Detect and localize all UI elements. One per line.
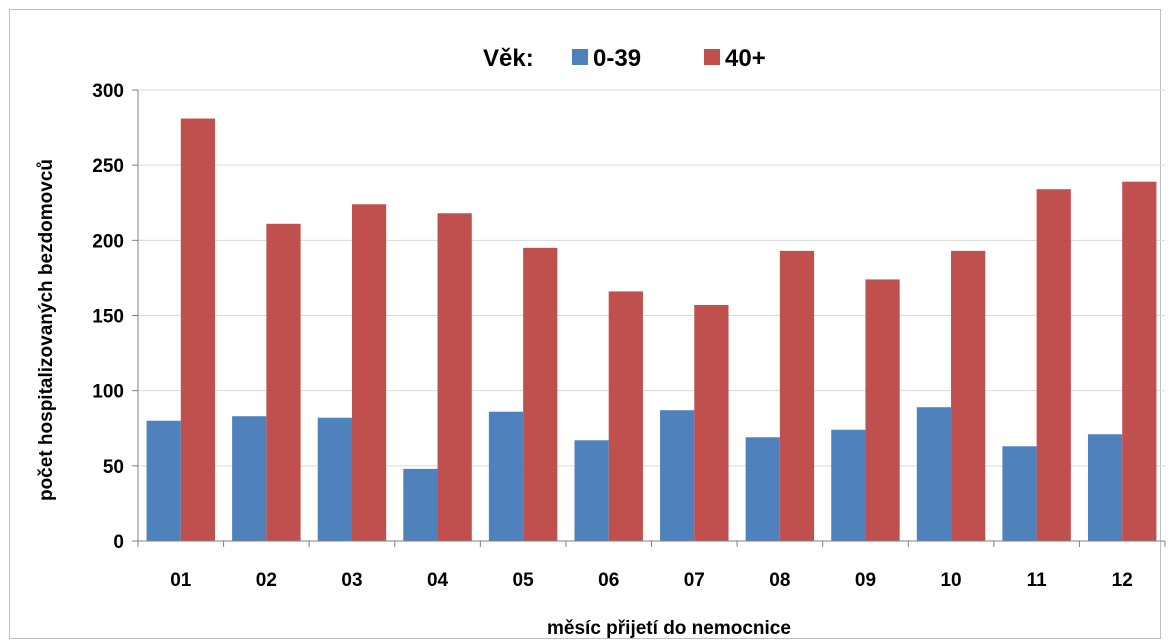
bar-0-39-10 bbox=[916, 407, 952, 541]
x-tick-label: 06 bbox=[598, 570, 619, 591]
bar-0-39-03 bbox=[317, 417, 352, 541]
y-tick-label: 300 bbox=[92, 81, 124, 102]
bar-40+-04 bbox=[437, 213, 472, 542]
legend-label-0-39: 0-39 bbox=[593, 45, 641, 72]
legend: Věk: 0-39 40+ bbox=[483, 45, 766, 72]
bar-0-39-01 bbox=[146, 420, 181, 541]
x-tick-label: 04 bbox=[427, 570, 449, 591]
y-tick-label: 200 bbox=[92, 231, 124, 252]
bar-0-39-07 bbox=[660, 410, 695, 541]
bar-0-39-11 bbox=[1002, 446, 1037, 541]
bars bbox=[146, 118, 1157, 542]
x-tick-label: 12 bbox=[1112, 570, 1133, 591]
bar-40+-02 bbox=[266, 223, 301, 541]
x-tick-label: 07 bbox=[684, 570, 705, 591]
legend-swatch-40-plus bbox=[704, 49, 720, 65]
bar-40+-05 bbox=[523, 247, 558, 541]
legend-label-40-plus: 40+ bbox=[725, 45, 766, 72]
bar-40+-07 bbox=[694, 304, 729, 541]
bar-0-39-12 bbox=[1087, 434, 1123, 541]
x-tick-label: 02 bbox=[256, 570, 277, 591]
bar-0-39-09 bbox=[831, 429, 866, 541]
bar-0-39-02 bbox=[232, 416, 267, 541]
y-tick-label: 100 bbox=[92, 382, 124, 403]
x-tick-label: 11 bbox=[1027, 570, 1048, 591]
x-tick-label: 03 bbox=[341, 570, 362, 591]
bar-40+-09 bbox=[865, 279, 900, 541]
x-tick-label: 01 bbox=[170, 570, 192, 591]
bar-0-39-04 bbox=[403, 468, 438, 541]
legend-title: Věk: bbox=[483, 45, 534, 72]
x-tick-label: 10 bbox=[940, 570, 961, 591]
bar-0-39-05 bbox=[488, 411, 524, 541]
x-tick-labels: 01 02 03 04 05 06 07 08 09 10 11 12 bbox=[170, 570, 1133, 591]
y-tick-label: 250 bbox=[92, 156, 124, 177]
axes bbox=[132, 89, 1166, 547]
bar-40+-08 bbox=[779, 250, 815, 541]
y-tick-label: 0 bbox=[113, 532, 124, 553]
bar-0-39-06 bbox=[574, 440, 609, 541]
y-tick-labels: 0 50 100 150 200 250 300 bbox=[92, 81, 124, 553]
bar-40+-06 bbox=[608, 291, 643, 541]
bar-40+-10 bbox=[951, 250, 986, 541]
y-axis-title: počet hospitalizovaných bezdomovců bbox=[36, 159, 57, 501]
gridlines bbox=[138, 89, 1165, 467]
legend-swatch-0-39 bbox=[572, 49, 588, 65]
bar-40+-12 bbox=[1122, 181, 1157, 541]
x-axis-title: měsíc přijetí do nemocnice bbox=[547, 618, 791, 639]
x-tick-label: 09 bbox=[855, 570, 876, 591]
y-tick-label: 150 bbox=[92, 307, 124, 328]
x-tick-label: 08 bbox=[769, 570, 790, 591]
bar-40+-03 bbox=[351, 204, 387, 541]
bar-0-39-08 bbox=[745, 437, 780, 541]
x-tick-label: 05 bbox=[513, 570, 535, 591]
bar-40+-11 bbox=[1036, 189, 1071, 541]
bar-40+-01 bbox=[180, 118, 216, 542]
y-tick-label: 50 bbox=[103, 457, 124, 478]
